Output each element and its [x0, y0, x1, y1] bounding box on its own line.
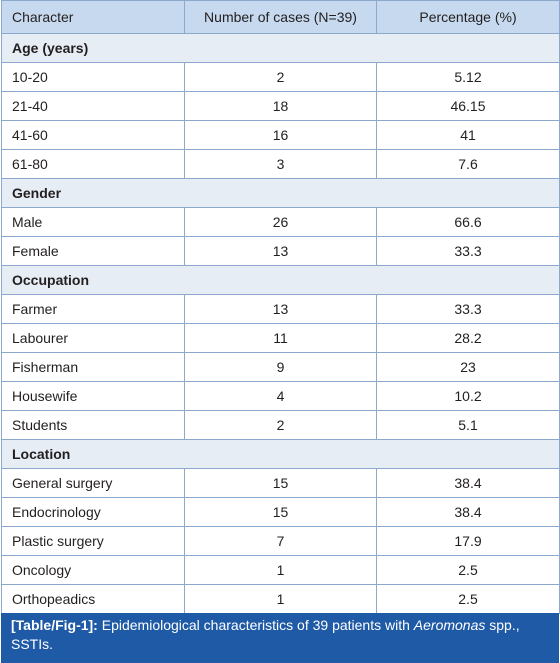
section-title: Age (years) — [1, 33, 560, 63]
data-row: Students 2 5.1 — [1, 410, 560, 440]
cell-value: 11 — [184, 323, 377, 353]
cell-value: 15 — [184, 497, 377, 527]
header-row: Character Number of cases (N=39) Percent… — [1, 0, 560, 34]
section-row: Age (years) — [1, 33, 560, 63]
row-label: Farmer — [1, 294, 185, 324]
cell-value: 38.4 — [376, 497, 560, 527]
data-row: Farmer 13 33.3 — [1, 294, 560, 324]
cell-value: 3 — [184, 149, 377, 179]
data-row: 10-20 2 5.12 — [1, 62, 560, 92]
data-row: Fisherman 9 23 — [1, 352, 560, 382]
data-row: General surgery 15 38.4 — [1, 468, 560, 498]
cell-value: 4 — [184, 381, 377, 411]
cell-value: 2.5 — [376, 584, 560, 614]
cell-value: 17.9 — [376, 526, 560, 556]
cell-value: 13 — [184, 236, 377, 266]
cell-value: 66.6 — [376, 207, 560, 237]
caption-text: Epidemiological characteristics of 39 pa… — [101, 617, 410, 633]
cell-value: 23 — [376, 352, 560, 382]
cell-value: 2 — [184, 410, 377, 440]
cell-value: 38.4 — [376, 468, 560, 498]
cell-value: 1 — [184, 555, 377, 585]
cell-value: 9 — [184, 352, 377, 382]
row-label: 21-40 — [1, 91, 185, 121]
cell-value: 46.15 — [376, 91, 560, 121]
row-label: Male — [1, 207, 185, 237]
row-label: Housewife — [1, 381, 185, 411]
column-header: Character — [1, 0, 185, 34]
cell-value: 18 — [184, 91, 377, 121]
data-row: Male 26 66.6 — [1, 207, 560, 237]
data-row: 21-40 18 46.15 — [1, 91, 560, 121]
data-row: Oncology 1 2.5 — [1, 555, 560, 585]
row-label: Endocrinology — [1, 497, 185, 527]
row-label: Oncology — [1, 555, 185, 585]
table-body: Age (years) 10-20 2 5.12 21-40 18 46.15 41-60 16… — [1, 33, 560, 614]
cell-value: 16 — [184, 120, 377, 150]
column-header: Percentage (%) — [376, 0, 560, 34]
data-row: 61-80 3 7.6 — [1, 149, 560, 179]
cell-value: 13 — [184, 294, 377, 324]
section-title: Occupation — [1, 265, 560, 295]
row-label: 41-60 — [1, 120, 185, 150]
section-title: Location — [1, 439, 560, 469]
cell-value: 1 — [184, 584, 377, 614]
row-label: Female — [1, 236, 185, 266]
cell-value: 28.2 — [376, 323, 560, 353]
data-row: Labourer 11 28.2 — [1, 323, 560, 353]
data-row: Female 13 33.3 — [1, 236, 560, 266]
cell-value: 15 — [184, 468, 377, 498]
cell-value: 2.5 — [376, 555, 560, 585]
data-row: Endocrinology 15 38.4 — [1, 497, 560, 527]
cell-value: 5.12 — [376, 62, 560, 92]
row-label: Plastic surgery — [1, 526, 185, 556]
data-row: Housewife 4 10.2 — [1, 381, 560, 411]
row-label: Orthopeadics — [1, 584, 185, 614]
cell-value: 33.3 — [376, 294, 560, 324]
cell-value: 7.6 — [376, 149, 560, 179]
caption: [Table/Fig-1]: Epidemiological character… — [1, 613, 559, 663]
cell-value: 33.3 — [376, 236, 560, 266]
column-header: Number of cases (N=39) — [184, 0, 377, 34]
section-row: Occupation — [1, 265, 560, 295]
row-label: 10-20 — [1, 62, 185, 92]
row-label: Labourer — [1, 323, 185, 353]
cell-value: 2 — [184, 62, 377, 92]
row-label: General surgery — [1, 468, 185, 498]
data-table: Character Number of cases (N=39) Percent… — [1, 0, 560, 614]
section-row: Gender — [1, 178, 560, 208]
cell-value: 41 — [376, 120, 560, 150]
data-row: 41-60 16 41 — [1, 120, 560, 150]
cell-value: 5.1 — [376, 410, 560, 440]
cell-value: 7 — [184, 526, 377, 556]
data-row: Orthopeadics 1 2.5 — [1, 584, 560, 614]
data-row: Plastic surgery 7 17.9 — [1, 526, 560, 556]
row-label: 61-80 — [1, 149, 185, 179]
cell-value: 10.2 — [376, 381, 560, 411]
row-label: Students — [1, 410, 185, 440]
cell-value: 26 — [184, 207, 377, 237]
caption-label: [Table/Fig-1]: — [11, 617, 98, 633]
section-title: Gender — [1, 178, 560, 208]
section-row: Location — [1, 439, 560, 469]
caption-text: spp., SSTIs. — [11, 617, 520, 652]
row-label: Fisherman — [1, 352, 185, 382]
caption-italic: Aeromonas — [413, 617, 486, 633]
